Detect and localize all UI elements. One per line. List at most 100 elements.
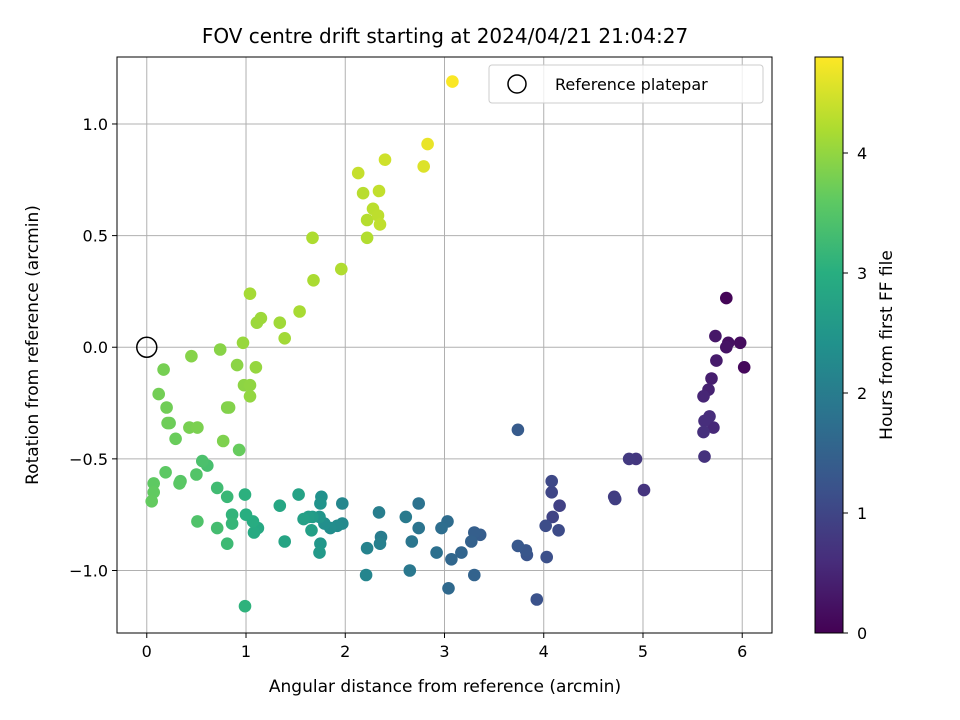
y-tick-label: 0.5	[83, 227, 108, 246]
data-point	[307, 274, 320, 287]
data-point	[553, 499, 566, 512]
data-point	[733, 336, 747, 350]
x-tick-label: 0	[142, 642, 152, 661]
data-point	[297, 512, 310, 526]
data-point	[373, 218, 387, 231]
x-tick-label: 3	[439, 642, 449, 661]
data-point	[430, 546, 443, 559]
data-point	[173, 477, 186, 490]
data-point	[545, 474, 558, 488]
data-point	[313, 546, 326, 559]
colorbar-tick-label: 1	[857, 504, 867, 523]
colorbar-tick-label: 4	[857, 144, 867, 163]
data-point	[247, 526, 261, 539]
data-points	[136, 75, 751, 613]
data-point	[216, 434, 230, 448]
colorbar-label: Hours from first FF file	[877, 250, 897, 440]
colorbar-ticks: 0 1 2 3 4	[843, 144, 867, 643]
data-point	[399, 510, 413, 524]
data-point	[335, 262, 348, 276]
data-point	[196, 454, 209, 468]
data-point	[336, 497, 349, 510]
data-point	[222, 401, 236, 414]
data-point	[511, 423, 525, 437]
data-point	[220, 537, 234, 550]
y-tick-label: −1.0	[69, 561, 108, 580]
data-point	[637, 483, 651, 497]
data-point	[710, 354, 723, 367]
data-point	[546, 510, 559, 524]
data-point	[225, 508, 239, 521]
data-point	[530, 593, 544, 606]
data-point	[359, 568, 373, 582]
data-point	[249, 361, 263, 374]
y-axis-label: Rotation from reference (arcmin)	[23, 205, 43, 485]
data-point	[210, 481, 224, 495]
data-point	[697, 425, 710, 439]
data-point	[314, 497, 327, 510]
x-axis-ticks: 0 1 2 3 4 5 6	[142, 633, 747, 661]
data-point	[161, 416, 174, 430]
data-point	[698, 450, 711, 463]
data-point	[145, 495, 158, 508]
x-axis-label: Angular distance from reference (arcmin)	[269, 677, 621, 697]
data-point	[191, 515, 204, 528]
data-point	[185, 349, 198, 363]
data-point	[243, 287, 257, 301]
data-point	[468, 568, 481, 582]
data-point	[225, 517, 239, 530]
data-point	[403, 564, 417, 577]
data-point	[232, 443, 246, 457]
colorbar-tick-label: 0	[857, 624, 867, 643]
y-tick-label: 1.0	[83, 115, 108, 134]
y-tick-label: 0.0	[83, 338, 108, 357]
data-point	[273, 499, 287, 512]
data-point	[412, 521, 426, 535]
data-point	[511, 539, 525, 553]
data-point	[243, 378, 257, 392]
data-point	[152, 387, 165, 401]
data-point	[442, 582, 455, 595]
data-point	[405, 535, 419, 548]
data-point	[360, 541, 374, 555]
data-point	[238, 599, 252, 613]
colorbar: 0 1 2 3 4 Hours from first FF file	[814, 56, 897, 643]
data-point	[372, 184, 386, 198]
data-point	[236, 336, 250, 350]
data-point	[169, 432, 182, 446]
data-point	[351, 166, 365, 180]
legend-entry-reference: Reference platepar	[555, 75, 708, 94]
data-point	[445, 553, 458, 566]
data-point	[709, 329, 722, 343]
data-point	[697, 390, 710, 403]
data-point	[254, 311, 268, 325]
colorbar-gradient	[814, 56, 844, 634]
x-tick-label: 2	[340, 642, 350, 661]
data-point	[421, 137, 434, 151]
colorbar-tick-label: 2	[857, 384, 867, 403]
data-point	[278, 332, 292, 345]
data-point	[147, 477, 160, 490]
legend-reference-marker	[507, 74, 527, 94]
data-point	[160, 401, 173, 414]
data-point	[278, 535, 292, 548]
data-point	[356, 186, 370, 200]
data-point	[435, 521, 448, 535]
data-point	[372, 506, 386, 519]
y-tick-label: −0.5	[69, 450, 108, 469]
colorbar-tick-label: 3	[857, 264, 867, 283]
data-point	[238, 488, 252, 501]
data-point	[608, 492, 622, 506]
legend: Reference platepar	[488, 64, 764, 104]
data-point	[698, 414, 711, 428]
data-point	[552, 524, 565, 537]
data-point	[360, 231, 374, 245]
data-point	[720, 340, 733, 354]
data-point	[622, 452, 636, 466]
data-point	[273, 316, 287, 330]
data-point	[373, 537, 387, 550]
data-point	[465, 535, 478, 548]
data-point	[293, 305, 306, 318]
data-point	[737, 361, 751, 374]
